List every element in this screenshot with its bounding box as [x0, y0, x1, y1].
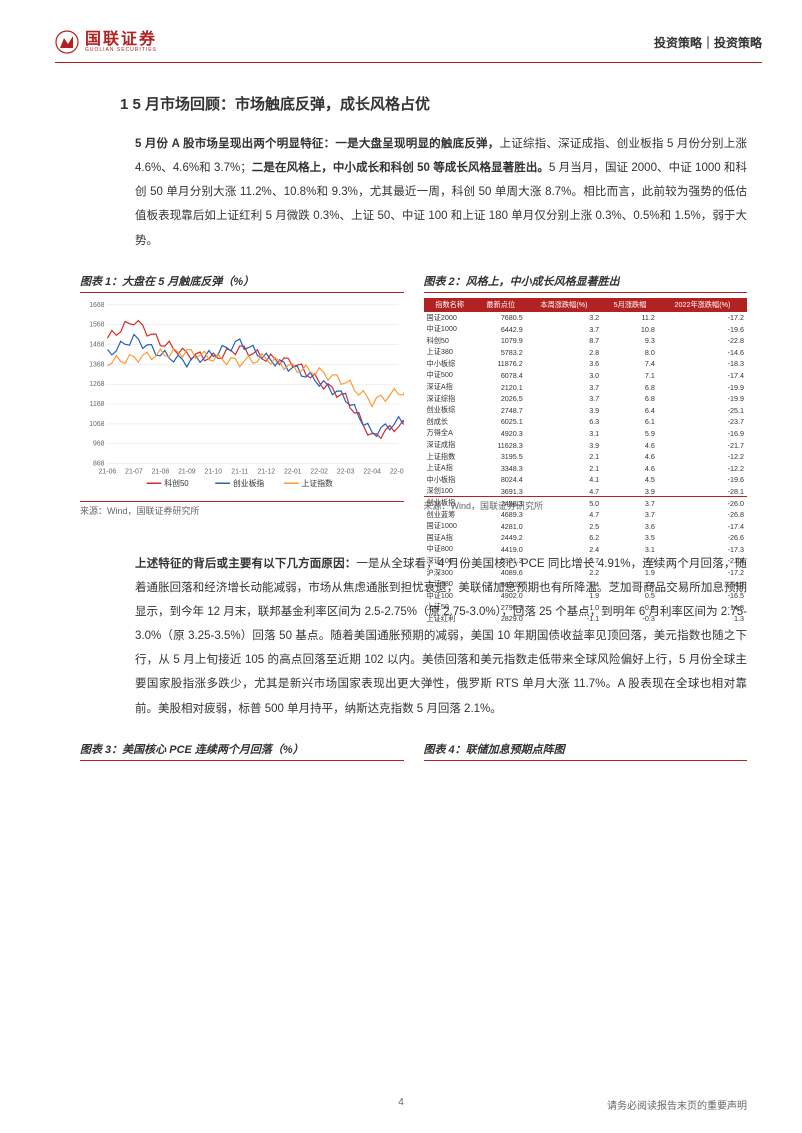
logo-cn-text: 国联证券 [85, 32, 157, 48]
svg-text:22-04: 22-04 [363, 468, 381, 475]
svg-text:1568: 1568 [89, 321, 104, 328]
index-performance-table: 指数名称最新点位本周涨跌幅(%)5月涨跌幅2022年涨跌幅(%)国证200076… [424, 298, 748, 625]
svg-text:21-11: 21-11 [231, 468, 248, 475]
p1-bold2: 二是在风格上，中小成长和科创 50 等成长风格显著胜出。 [252, 162, 549, 174]
svg-text:22-02: 22-02 [310, 468, 328, 475]
paragraph-1: 5 月份 A 股市场呈现出两个明显特征：一是大盘呈现明显的触底反弹，上证综指、深… [55, 132, 762, 253]
footer-disclaimer: 请务必阅读报告末页的重要声明 [607, 1097, 747, 1112]
svg-text:21-10: 21-10 [205, 468, 223, 475]
company-logo-icon [55, 30, 79, 54]
p2-bold1: 上述特征的背后或主要有以下几方面原因： [135, 558, 356, 570]
page-container: 国联证券 GUOLIAN SECURITIES 投资策略｜投资策略 1 5 月市… [0, 0, 802, 804]
svg-text:22-05: 22-05 [390, 468, 404, 475]
svg-text:21-06: 21-06 [99, 468, 117, 475]
svg-text:22-01: 22-01 [284, 468, 302, 475]
svg-text:1068: 1068 [89, 421, 104, 428]
header-category: 投资策略｜投资策略 [654, 34, 762, 51]
svg-text:21-12: 21-12 [257, 468, 275, 475]
logo-text: 国联证券 GUOLIAN SECURITIES [85, 32, 157, 53]
chart-1-title: 图表 1：大盘在 5 月触底反弹（%） [80, 273, 404, 293]
chart-4-box: 图表 4：联储加息预期点阵图 [424, 741, 748, 766]
svg-text:1368: 1368 [89, 361, 104, 368]
index-table-wrap: 指数名称最新点位本周涨跌幅(%)5月涨跌幅2022年涨跌幅(%)国证200076… [424, 298, 748, 493]
chart-1-source: 来源：Wind，国联证券研究所 [80, 501, 404, 517]
p1-bold1: 5 月份 A 股市场呈现出两个明显特征：一是大盘呈现明显的触底反弹， [135, 138, 500, 150]
line-chart-1: 868 968 1068 1168 1268 1368 1468 1568 1668 21-06 2… [80, 298, 404, 493]
svg-text:22-03: 22-03 [337, 468, 355, 475]
chart-4-title: 图表 4：联储加息预期点阵图 [424, 741, 748, 761]
chart-3-box: 图表 3：美国核心 PCE 连续两个月回落（%） [80, 741, 404, 766]
svg-text:1168: 1168 [90, 401, 105, 408]
svg-text:968: 968 [93, 440, 105, 447]
svg-text:21-08: 21-08 [152, 468, 170, 475]
section-title: 1 5 月市场回顾：市场触底反弹，成长风格占优 [55, 93, 762, 114]
svg-text:创业板指: 创业板指 [233, 478, 264, 488]
svg-text:1468: 1468 [89, 341, 104, 348]
page-footer: 4 请务必阅读报告末页的重要声明 [0, 1097, 802, 1108]
svg-text:1268: 1268 [89, 381, 104, 388]
chart-3-title: 图表 3：美国核心 PCE 连续两个月回落（%） [80, 741, 404, 761]
chart-2-title: 图表 2：风格上，中小成长风格显著胜出 [424, 273, 748, 293]
svg-text:科创50: 科创50 [164, 478, 189, 488]
svg-text:21-07: 21-07 [125, 468, 143, 475]
svg-text:上证指数: 上证指数 [302, 478, 333, 488]
svg-text:868: 868 [93, 460, 105, 467]
p1-text2: 5 月当月，国证 2000、中证 1000 和科创 50 单月分别大涨 11.2… [135, 162, 747, 246]
logo-en-text: GUOLIAN SECURITIES [85, 48, 157, 53]
charts-row-2: 图表 3：美国核心 PCE 连续两个月回落（%） 图表 4：联储加息预期点阵图 [55, 741, 762, 766]
page-header: 国联证券 GUOLIAN SECURITIES 投资策略｜投资策略 [55, 30, 762, 63]
svg-text:21-09: 21-09 [178, 468, 196, 475]
chart-2-box: 图表 2：风格上，中小成长风格显著胜出 指数名称最新点位本周涨跌幅(%)5月涨跌… [424, 273, 748, 517]
logo-wrap: 国联证券 GUOLIAN SECURITIES [55, 30, 157, 54]
charts-row-1: 图表 1：大盘在 5 月触底反弹（%） 868 968 1068 1168 1268 13… [55, 273, 762, 517]
svg-text:1668: 1668 [89, 301, 104, 308]
chart-1-box: 图表 1：大盘在 5 月触底反弹（%） 868 968 1068 1168 1268 13… [80, 273, 404, 517]
